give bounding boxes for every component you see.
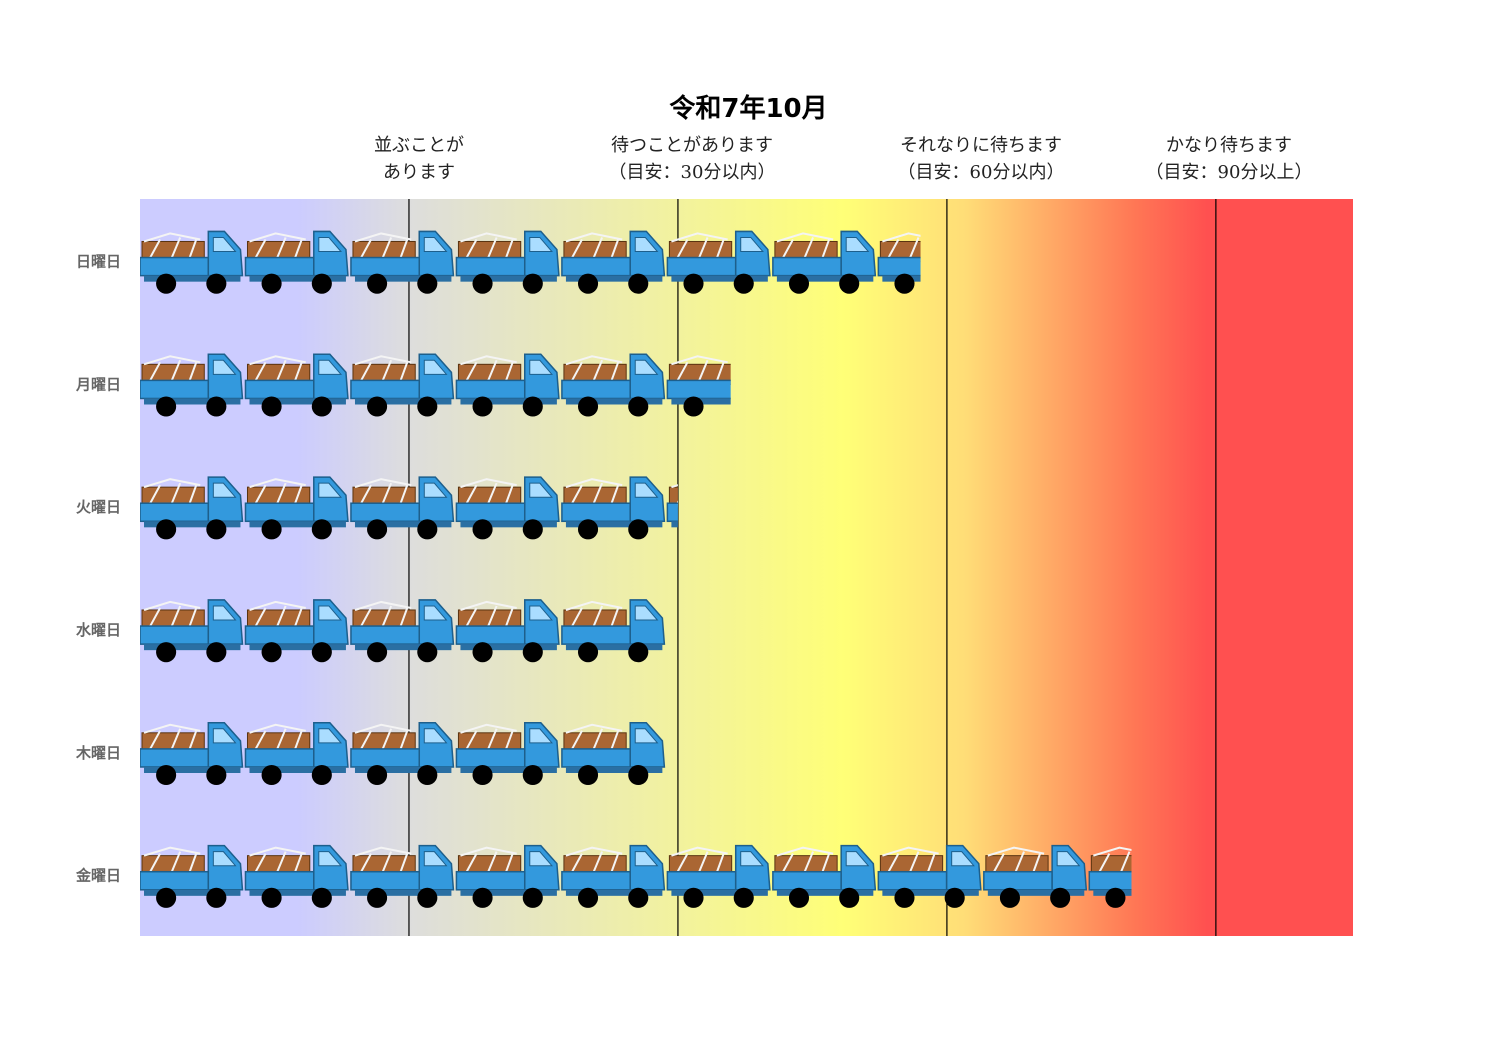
- truck-icon: [350, 722, 455, 786]
- truck-icon: [350, 476, 455, 540]
- truck-icon: [350, 353, 455, 417]
- zone-label-3-line2: （目安：60分以内）: [897, 162, 1065, 183]
- zone-divider-lines: [408, 199, 1217, 936]
- bar-2: [140, 353, 731, 417]
- bar-1: [140, 230, 921, 294]
- truck-icon: [666, 230, 771, 294]
- zone-label-4-line2: （目安：90分以上）: [1145, 162, 1313, 183]
- truck-icon: [877, 844, 982, 908]
- zone-label-4-line1: かなり待ちます: [1166, 135, 1292, 156]
- day-label-2: 月曜日: [75, 375, 121, 393]
- truck-icon: [455, 844, 560, 908]
- truck-icon: [244, 230, 349, 294]
- truck-bars: [140, 230, 1132, 908]
- zone-label-2-line1: 待つことがあります: [611, 135, 773, 156]
- bar-5: [140, 722, 666, 786]
- truck-icon: [350, 230, 455, 294]
- truck-icon: [1088, 846, 1132, 908]
- zone-label-4: かなり待ちます （目安：90分以上）: [1099, 132, 1359, 186]
- bar-row-1: [140, 230, 921, 294]
- zone-label-2: 待つことがあります （目安：30分以内）: [562, 132, 822, 186]
- bar-row-2: [140, 353, 731, 417]
- truck-icon: [561, 844, 666, 908]
- truck-icon: [244, 722, 349, 786]
- truck-icon: [244, 844, 349, 908]
- day-label-6: 金曜日: [75, 867, 121, 885]
- truck-icon: [140, 476, 244, 540]
- bar-row-5: [140, 722, 666, 786]
- truck-icon: [140, 230, 244, 294]
- zone-label-2-line2: （目安：30分以内）: [608, 162, 776, 183]
- truck-icon: [350, 844, 455, 908]
- truck-icon: [140, 722, 244, 786]
- plot-background: [140, 199, 1353, 936]
- truck-icon: [983, 844, 1088, 908]
- truck-icon: [140, 353, 244, 417]
- day-label-5: 木曜日: [75, 744, 121, 762]
- zone-label-1-line1: 並ぶことが: [374, 135, 464, 156]
- bar-6: [140, 844, 1132, 908]
- zone-label-3: それなりに待ちます （目安：60分以内）: [851, 132, 1111, 186]
- truck-icon: [561, 722, 666, 786]
- truck-icon: [666, 355, 731, 417]
- truck-icon: [561, 230, 666, 294]
- truck-icon: [877, 232, 921, 294]
- truck-icon: [350, 599, 455, 663]
- truck-icon: [561, 599, 666, 663]
- truck-icon: [244, 476, 349, 540]
- truck-icon: [772, 230, 877, 294]
- truck-icon: [455, 476, 560, 540]
- bar-row-4: [140, 599, 666, 663]
- truck-icon: [666, 844, 771, 908]
- truck-icon: [561, 353, 666, 417]
- day-label-1: 日曜日: [76, 252, 121, 270]
- day-label-3: 火曜日: [76, 498, 121, 516]
- truck-icon: [244, 353, 349, 417]
- chart-title: 令和7年10月: [669, 94, 828, 124]
- zone-label-1: 並ぶことが あります: [289, 132, 549, 186]
- truck-icon: [455, 722, 560, 786]
- truck-icon: [666, 484, 678, 528]
- truck-icon: [140, 599, 244, 663]
- truck-icon: [455, 599, 560, 663]
- day-label-4: 水曜日: [76, 621, 121, 639]
- bar-4: [140, 599, 666, 663]
- bar-row-6: [140, 844, 1132, 908]
- truck-icon: [244, 599, 349, 663]
- bar-3: [140, 476, 678, 540]
- zone-label-3-line1: それなりに待ちます: [900, 135, 1062, 156]
- zone-label-1-line2: あります: [383, 162, 455, 183]
- truck-icon: [561, 476, 666, 540]
- truck-icon: [140, 844, 244, 908]
- truck-icon: [455, 353, 560, 417]
- bar-row-3: [140, 476, 678, 540]
- truck-icon: [772, 844, 877, 908]
- truck-icon: [455, 230, 560, 294]
